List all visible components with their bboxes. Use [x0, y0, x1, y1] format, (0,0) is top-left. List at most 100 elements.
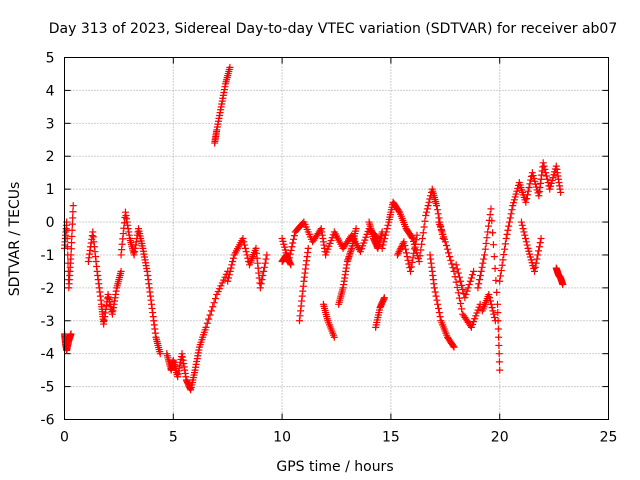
data-point-marker	[257, 280, 265, 288]
data-point-marker	[457, 277, 465, 285]
data-point-marker	[535, 247, 543, 255]
data-point-marker	[523, 195, 531, 203]
data-point-marker	[288, 243, 296, 251]
data-point-marker	[486, 297, 494, 305]
data-point-marker	[557, 188, 565, 196]
data-point-marker	[463, 287, 471, 295]
data-point-marker	[423, 205, 431, 213]
data-point-marker	[446, 253, 454, 261]
data-point-marker	[433, 202, 441, 210]
data-point-marker	[465, 281, 473, 289]
data-point-marker	[494, 309, 502, 317]
data-point-marker	[209, 303, 217, 311]
data-point-marker	[290, 235, 298, 243]
data-point-marker	[241, 244, 249, 252]
data-point-marker	[469, 271, 476, 279]
data-point-marker	[228, 261, 236, 269]
data-point-marker	[542, 169, 550, 177]
data-point-marker	[501, 245, 509, 253]
y-tick-label: 5	[46, 51, 55, 67]
data-point-marker	[378, 244, 386, 252]
data-point-marker	[63, 243, 71, 251]
data-point-marker	[484, 228, 492, 236]
data-point-marker	[68, 220, 76, 228]
data-point-marker	[491, 265, 499, 273]
data-point-marker	[383, 225, 391, 233]
data-point-marker	[226, 267, 234, 275]
data-point-marker	[532, 259, 540, 267]
y-tick-label: -5	[41, 380, 55, 396]
data-point-marker	[393, 251, 401, 259]
data-point-marker	[384, 221, 392, 229]
data-point-marker	[420, 223, 428, 231]
data-point-marker	[330, 333, 338, 341]
data-point-marker	[517, 218, 525, 226]
data-point-marker	[534, 251, 542, 259]
y-tick-label: 2	[46, 149, 55, 165]
data-point-marker	[418, 235, 426, 242]
data-point-marker	[490, 310, 498, 318]
data-point-marker	[408, 258, 416, 266]
data-point-marker	[455, 273, 463, 281]
data-point-marker	[289, 239, 297, 247]
data-point-marker	[431, 288, 439, 296]
data-point-marker	[520, 228, 528, 236]
data-point-marker	[477, 267, 485, 275]
data-point-marker	[290, 232, 298, 240]
data-point-marker	[531, 267, 539, 275]
data-point-marker	[540, 162, 548, 170]
x-tick-label: 15	[382, 430, 400, 446]
data-point-marker	[488, 217, 496, 225]
data-point-marker	[259, 272, 267, 280]
data-point-marker	[417, 246, 425, 254]
data-point-marker	[443, 245, 451, 253]
data-point-marker	[398, 243, 406, 251]
data-point-marker	[435, 304, 442, 312]
data-point-marker	[518, 221, 526, 229]
data-point-marker	[476, 272, 484, 280]
x-tick-label: 0	[60, 430, 69, 446]
data-point-marker	[531, 263, 539, 271]
data-point-marker	[497, 267, 505, 275]
data-point-marker	[434, 300, 442, 308]
data-point-marker	[490, 253, 498, 261]
data-point-marker	[435, 309, 443, 317]
data-point-marker	[543, 175, 551, 183]
data-point-marker	[67, 330, 75, 338]
data-point-marker	[478, 263, 486, 271]
data-point-marker	[450, 343, 458, 351]
data-point-marker	[287, 246, 295, 254]
data-point-marker	[537, 235, 545, 242]
data-point-marker	[402, 249, 410, 257]
data-point-marker	[491, 317, 499, 325]
y-tick-label: -2	[41, 281, 55, 297]
data-point-marker	[494, 325, 502, 333]
data-point-marker	[395, 207, 403, 215]
data-point-marker	[258, 276, 266, 284]
data-point-marker	[496, 277, 504, 285]
data-point-marker	[523, 191, 531, 199]
data-point-marker	[459, 286, 467, 294]
data-point-marker	[407, 263, 415, 271]
data-point-marker	[462, 290, 470, 298]
data-point-marker	[539, 159, 547, 167]
y-tick-label: -3	[41, 314, 55, 330]
data-point-marker	[524, 187, 532, 195]
data-point-marker	[227, 264, 235, 272]
data-point-marker	[457, 299, 465, 307]
data-point-marker	[536, 239, 544, 247]
data-point-marker	[240, 238, 248, 246]
data-point-marker	[395, 248, 403, 256]
data-point-marker	[483, 234, 491, 242]
data-point-marker	[224, 277, 232, 285]
data-point-marker	[381, 231, 389, 239]
data-point-marker	[527, 176, 535, 184]
data-point-marker	[486, 211, 494, 219]
chart-title: Day 313 of 2023, Sidereal Day-to-day VTE…	[49, 21, 618, 37]
data-point-marker	[260, 263, 268, 271]
data-point-marker	[519, 225, 527, 233]
data-point-marker	[521, 231, 529, 239]
x-axis-label: GPS time / hours	[276, 459, 393, 475]
data-point-marker	[452, 278, 460, 286]
data-point-marker	[467, 274, 475, 282]
